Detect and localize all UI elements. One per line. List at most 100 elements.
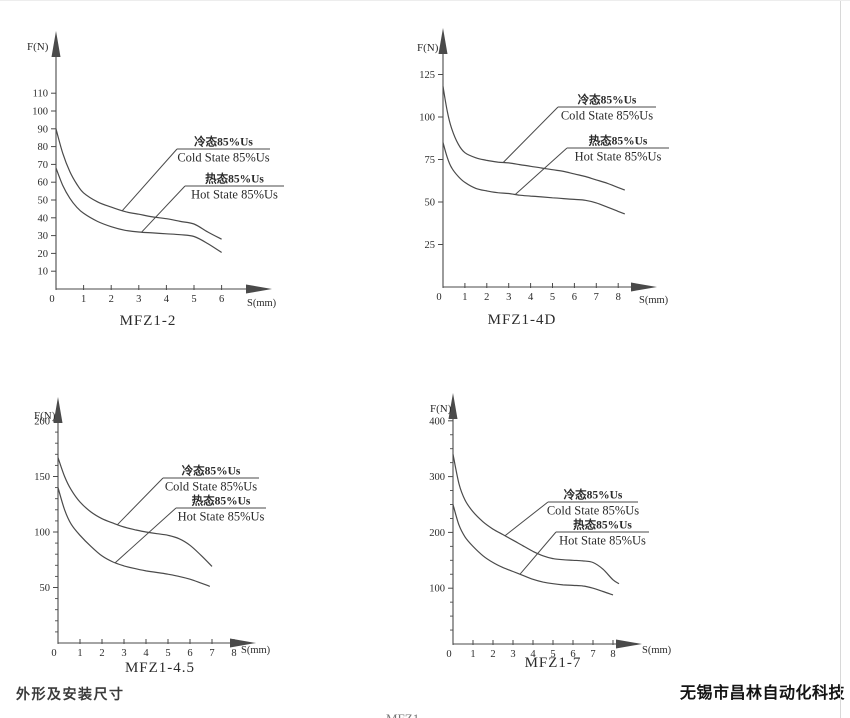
y-tick-label: 50 [425, 198, 436, 209]
series-label-zh: 热态85%Us [573, 518, 632, 532]
x-axis-label: S(mm) [241, 645, 271, 656]
x-tick-label: 3 [510, 649, 515, 660]
y-tick-label: 70 [38, 160, 49, 171]
y-tick-label: 40 [38, 213, 49, 224]
chart-title: MFZ1-7 [525, 655, 582, 671]
y-tick-label: 200 [429, 528, 445, 539]
y-tick-label: 25 [425, 240, 436, 251]
series-label-zh: 热态85%Us [192, 494, 251, 508]
cold-state-curve [442, 86, 626, 191]
x-tick-label: 6 [572, 292, 577, 303]
x-axis-label: S(mm) [642, 645, 672, 656]
x-axis-arrow [616, 639, 642, 649]
x-tick-label: 5 [191, 294, 196, 305]
callout-leader-line [519, 531, 557, 575]
y-axis-arrow [438, 28, 448, 54]
x-tick-label: 7 [594, 292, 599, 303]
x-tick-label: 4 [528, 292, 534, 303]
x-tick-label: 5 [550, 649, 555, 660]
y-axis-label: F(N) [417, 42, 439, 54]
x-tick-label: 3 [506, 292, 511, 303]
hot-state-callout: 热态85%Us Hot State 85%Us [114, 494, 266, 564]
y-tick-label: 50 [38, 196, 49, 207]
hot-state-callout: 热态85%Us Hot State 85%Us [514, 134, 669, 195]
x-tick-label: 6 [187, 648, 192, 659]
series-label-en: Cold State 85%Us [165, 480, 257, 494]
x-tick-label: 7 [590, 649, 595, 660]
x-axis-arrow [246, 284, 272, 294]
y-tick-label: 50 [40, 583, 51, 594]
hot-state-callout: 热态85%Us Hot State 85%Us [519, 518, 649, 575]
y-tick-label: 200 [34, 417, 50, 428]
x-axis-arrow [230, 638, 256, 648]
x-tick-label: 0 [51, 648, 56, 659]
x-axis-label: S(mm) [639, 295, 669, 306]
x-tick-label: 0 [446, 649, 451, 660]
x-tick-label: 8 [610, 649, 615, 660]
x-tick-label: 2 [109, 294, 114, 305]
y-tick-label: 90 [38, 124, 49, 135]
x-tick-label: 5 [550, 292, 555, 303]
cold-state-callout: 冷态85%Us Cold State 85%Us [121, 135, 270, 212]
series-label-en: Hot State 85%Us [191, 188, 278, 202]
x-axis-label: S(mm) [247, 298, 277, 309]
hot-state-curve [452, 504, 614, 596]
x-tick-label: 2 [484, 292, 489, 303]
y-axis-label: F(N) [34, 410, 56, 422]
series-label-en: Hot State 85%Us [178, 510, 265, 524]
page-right-edge-line [840, 1, 841, 718]
series-label-en: Hot State 85%Us [575, 150, 662, 164]
y-tick-label: 80 [38, 142, 49, 153]
y-tick-label: 125 [419, 70, 435, 81]
y-tick-label: 400 [429, 416, 445, 427]
callout-leader-line [141, 185, 186, 233]
y-tick-label: 60 [38, 178, 49, 189]
x-tick-label: 1 [470, 649, 475, 660]
callout-leader-line [502, 106, 559, 163]
y-tick-label: 30 [38, 231, 49, 242]
x-tick-label: 6 [219, 294, 224, 305]
callout-leader-line [504, 501, 549, 537]
hot-state-curve [55, 167, 222, 254]
callout-leader-line [117, 477, 164, 526]
cold-state-curve [55, 128, 222, 240]
hot-state-callout: 热态85%Us Hot State 85%Us [141, 172, 284, 233]
series-label-en: Cold State 85%Us [177, 151, 269, 165]
y-tick-label: 10 [38, 267, 49, 278]
cold-state-curve [452, 454, 620, 585]
y-axis-arrow [53, 397, 63, 423]
chart-panel-mfz1-7: 100 200 300 400 0 1 2 3 4 5 6 7 8 F(N) S(mm) 冷态85%Us Col… [429, 393, 672, 671]
hot-state-curve [442, 142, 626, 215]
x-tick-label: 5 [165, 648, 170, 659]
series-label-en: Hot State 85%Us [559, 534, 646, 548]
x-tick-label: 3 [121, 648, 126, 659]
x-axis-arrow [631, 282, 657, 292]
x-tick-label: 2 [99, 648, 104, 659]
x-tick-label: 4 [143, 648, 149, 659]
cold-state-callout: 冷态85%Us Cold State 85%Us [117, 464, 259, 526]
y-tick-label: 100 [429, 584, 445, 595]
x-tick-label: 4 [530, 649, 536, 660]
chart-title: MFZ1-2 [120, 313, 177, 329]
y-tick-label: 100 [34, 528, 50, 539]
chart-title: MFZ1-4D [488, 312, 557, 328]
y-tick-label: 20 [38, 249, 49, 260]
y-tick-label: 110 [33, 89, 48, 100]
x-tick-label: 8 [231, 648, 236, 659]
brand-text: 无锡市昌林自动化科技 [680, 685, 846, 702]
series-label-zh: 热态85%Us [205, 172, 264, 186]
callout-leader-line [121, 148, 178, 212]
series-label-en: Cold State 85%Us [561, 109, 653, 123]
x-tick-label: 4 [164, 294, 170, 305]
x-tick-label: 0 [49, 294, 54, 305]
cold-state-callout: 冷态85%Us Cold State 85%Us [502, 93, 656, 163]
series-label-zh: 冷态85%Us [182, 464, 241, 478]
x-tick-label: 6 [570, 649, 575, 660]
x-tick-label: 3 [136, 294, 141, 305]
series-label-en: Cold State 85%Us [547, 504, 639, 518]
series-label-zh: 冷态85%Us [194, 135, 253, 149]
x-tick-label: 8 [616, 292, 621, 303]
series-label-zh: 热态85%Us [589, 134, 648, 148]
y-axis-arrow [51, 31, 61, 57]
